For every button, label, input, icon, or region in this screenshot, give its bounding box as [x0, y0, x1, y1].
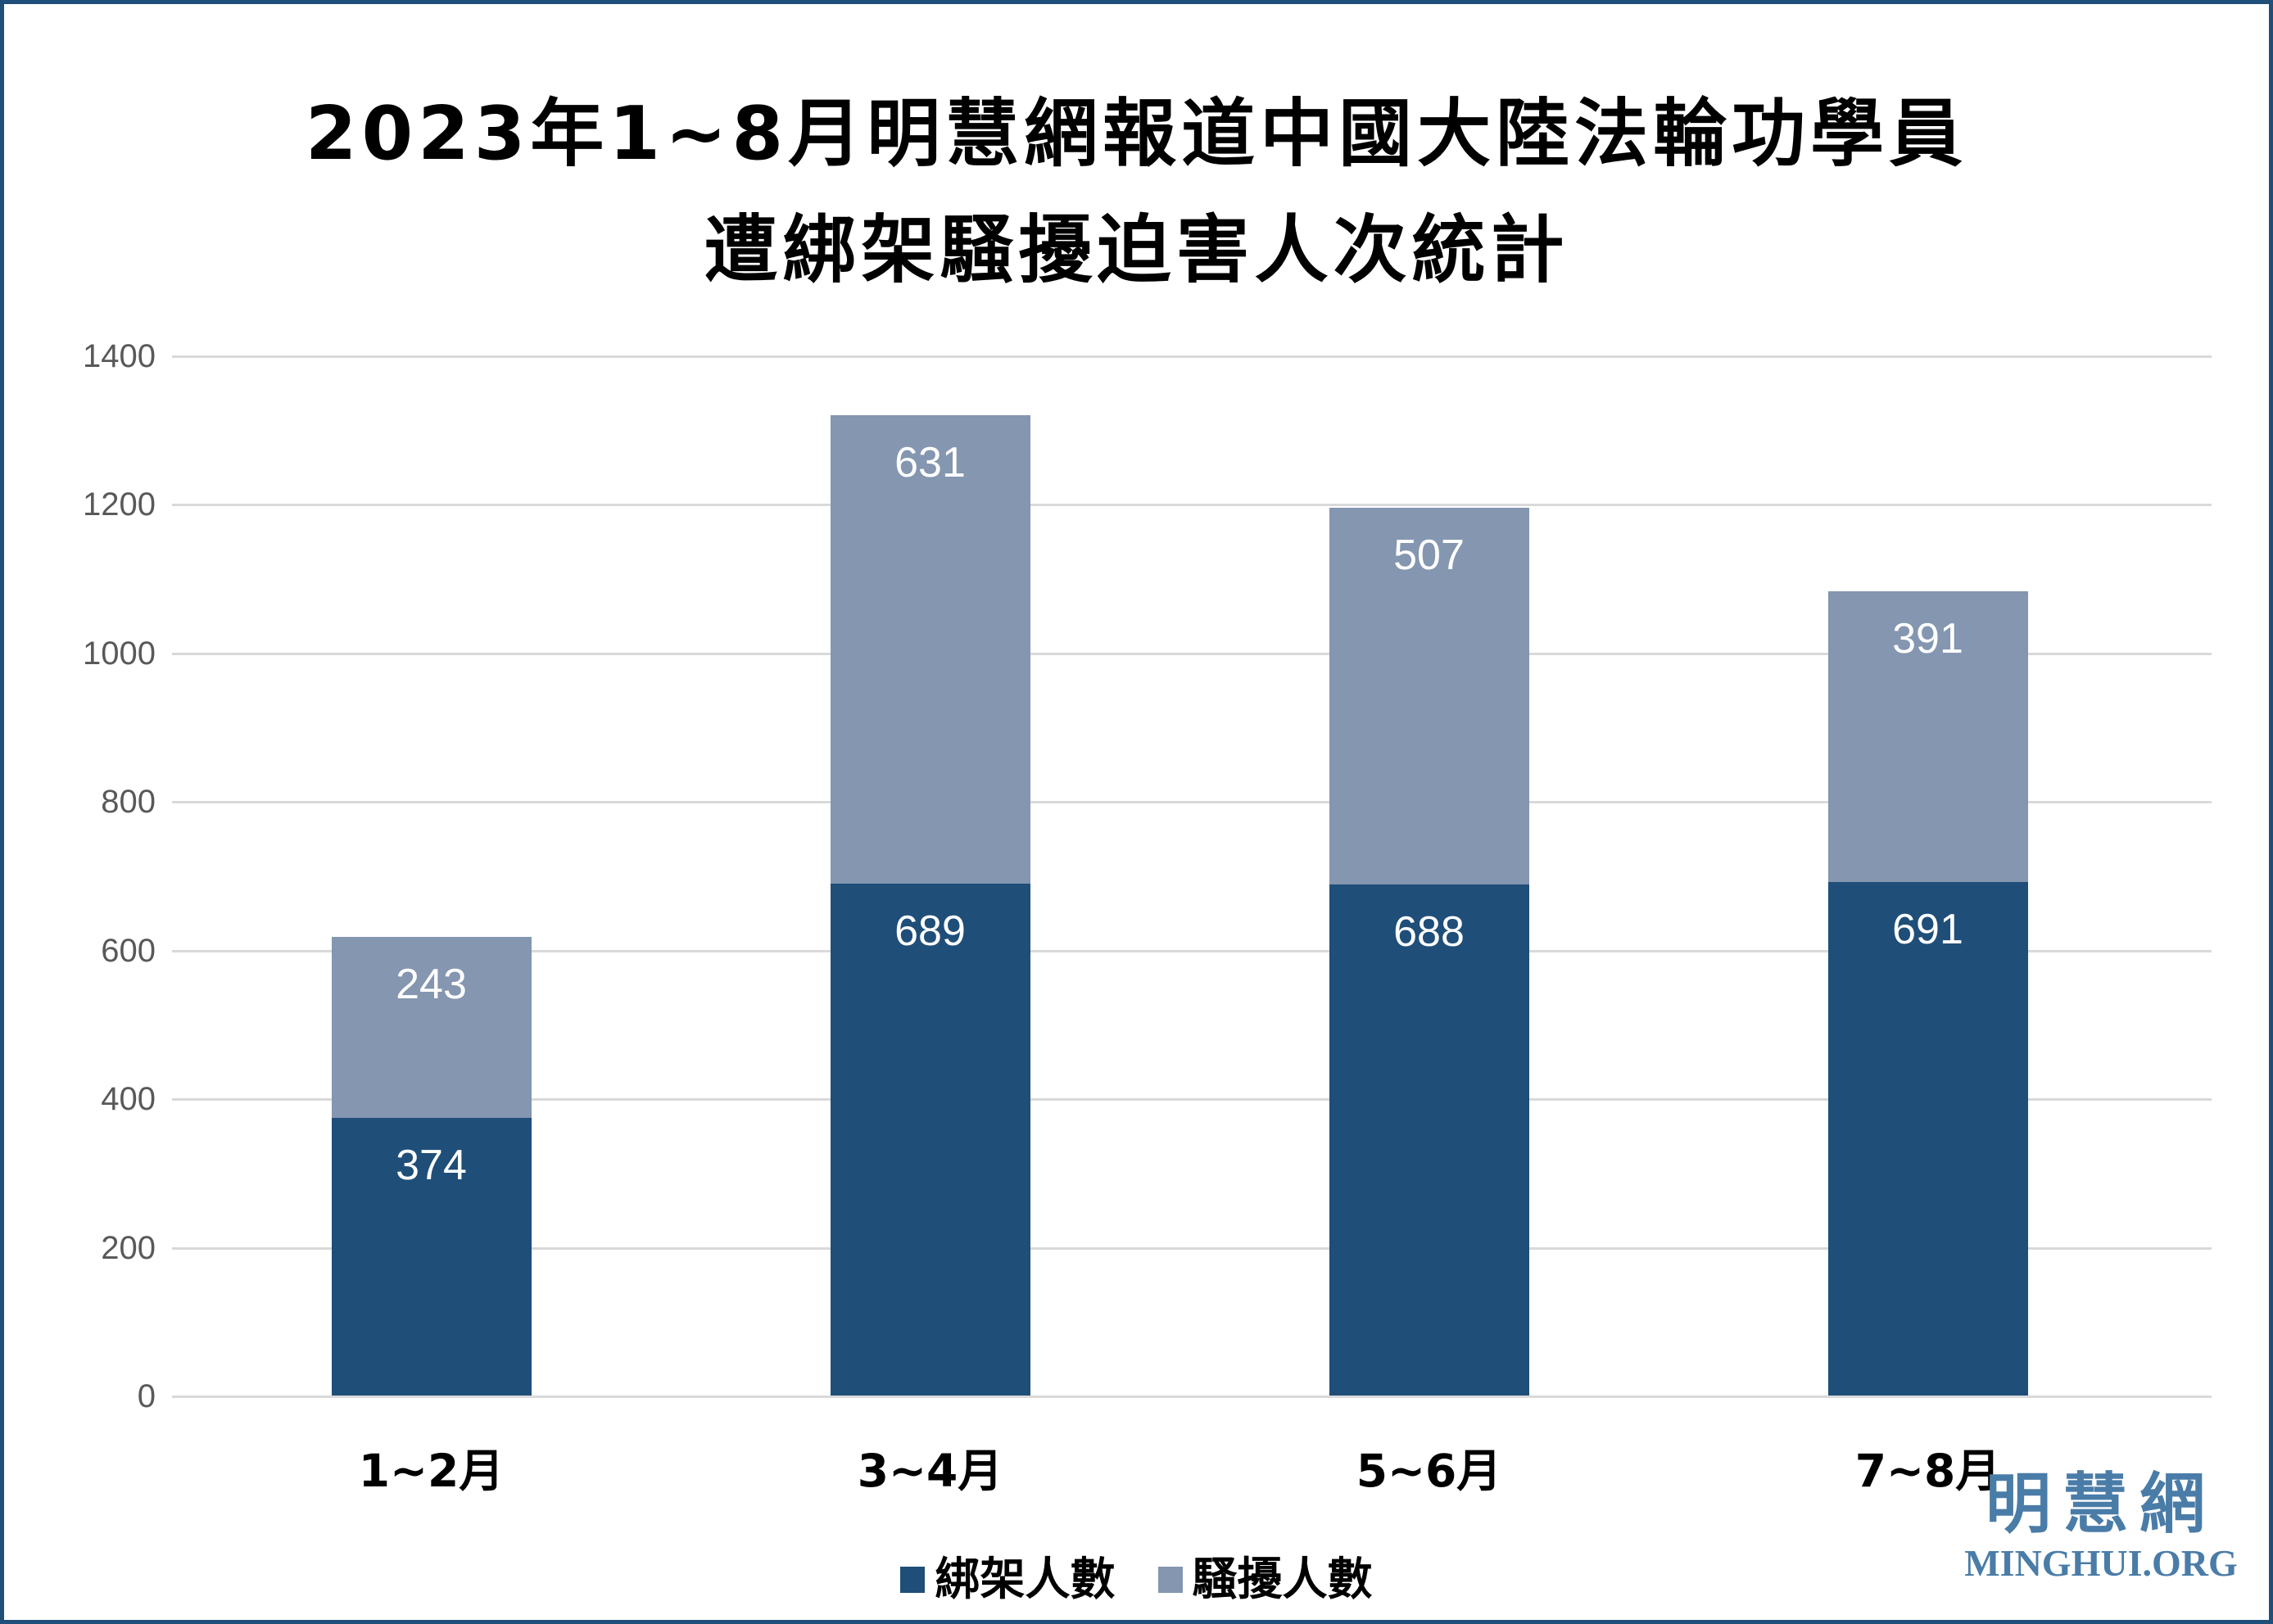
legend-swatch	[1157, 1566, 1183, 1593]
bar-segment-綁架人數-3~4月: 689	[830, 883, 1030, 1396]
legend-item: 騷擾人數	[1157, 1553, 1373, 1605]
bar-segment-騷擾人數-5~6月: 507	[1329, 507, 1529, 884]
bar-value-label: 391	[1892, 615, 1963, 663]
y-tick-label-1000: 1000	[83, 635, 156, 672]
y-tick-label-600: 600	[101, 932, 156, 969]
bar-segment-騷擾人數-3~4月: 631	[830, 414, 1030, 884]
bar-segment-綁架人數-7~8月: 691	[1827, 882, 2028, 1396]
legend-label: 騷擾人數	[1192, 1553, 1373, 1605]
y-tick-label-1400: 1400	[83, 338, 156, 374]
bar-segment-綁架人數-1~2月: 374	[331, 1117, 532, 1396]
y-tick-label-200: 200	[101, 1229, 156, 1266]
gridline-1000	[172, 652, 2212, 655]
gridline-1400	[172, 355, 2212, 358]
bar-value-label: 691	[1892, 906, 1963, 954]
gridline-0	[172, 1396, 2212, 1398]
x-axis-label-7~8月: 7~8月	[1854, 1445, 2001, 1497]
x-axis-label-1~2月: 1~2月	[358, 1445, 505, 1497]
bar-value-label: 374	[396, 1141, 467, 1189]
x-axis-label-3~4月: 3~4月	[857, 1445, 1003, 1497]
chart-title-line1: 2023年1~8月明慧網報道中國大陸法輪功學員	[305, 91, 1968, 177]
bar-segment-騷擾人數-1~2月: 243	[331, 937, 532, 1118]
minghui-logo-cjk: 明慧網	[1985, 1466, 2216, 1542]
legend-swatch	[900, 1566, 926, 1593]
chart-title-line2: 遭綁架騷擾迫害人次統計	[704, 207, 1569, 293]
bar-segment-騷擾人數-7~8月: 391	[1827, 591, 2028, 883]
gridline-1200	[172, 504, 2212, 507]
chart-title: 2023年1~8月明慧網報道中國大陸法輪功學員 遭綁架騷擾迫害人次統計	[4, 76, 2269, 309]
y-tick-label-400: 400	[101, 1081, 156, 1118]
bar-value-label: 631	[894, 438, 966, 486]
y-tick-label-1200: 1200	[83, 486, 156, 523]
y-tick-label-0: 0	[137, 1378, 156, 1414]
bar-value-label: 689	[894, 907, 966, 955]
bar-segment-綁架人數-5~6月: 688	[1329, 884, 1529, 1396]
bar-value-label: 688	[1393, 907, 1465, 956]
bar-value-label: 243	[396, 961, 467, 1009]
minghui-logo-latin: MINGHUI.ORG	[1964, 1542, 2238, 1584]
x-axis-label-5~6月: 5~6月	[1356, 1445, 1502, 1497]
legend-label: 綁架人數	[935, 1553, 1116, 1605]
bar-value-label: 507	[1393, 531, 1465, 579]
gridline-200	[172, 1246, 2212, 1250]
y-tick-label-800: 800	[101, 784, 156, 821]
gridline-800	[172, 801, 2212, 804]
gridline-600	[172, 949, 2212, 952]
legend-item: 綁架人數	[900, 1553, 1116, 1605]
minghui-logo: 明慧網 MINGHUI.ORG	[1958, 1470, 2244, 1583]
gridline-400	[172, 1098, 2212, 1102]
legend: 綁架人數 騷擾人數	[4, 1557, 2269, 1602]
